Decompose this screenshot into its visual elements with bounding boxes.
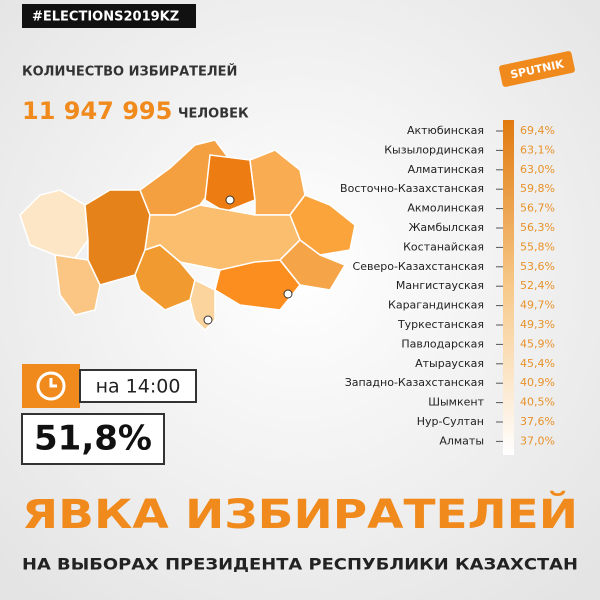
region-name: Костанайская	[403, 240, 484, 253]
clock-icon	[36, 371, 66, 401]
region-value: 45,9%	[520, 337, 555, 350]
color-scale	[503, 120, 514, 455]
region-value: 49,3%	[520, 318, 555, 331]
subheadline: НА ВЫБОРАХ ПРЕЗИДЕНТА РЕСПУБЛИКИ КАЗАХСТ…	[22, 555, 578, 574]
voters-count: 11 947 995	[22, 97, 172, 125]
region-name: Шымкент	[428, 396, 484, 409]
turnout-box	[21, 413, 165, 465]
region-name: Карагандинская	[388, 299, 484, 312]
headline: ЯВКА ИЗБИРАТЕЛЕЙ	[22, 490, 578, 538]
map	[19, 139, 356, 332]
region-name: Алматинская	[408, 163, 484, 176]
region-value: 49,7%	[520, 299, 555, 312]
region-value: 63,0%	[520, 163, 555, 176]
region-name: Атырауская	[415, 357, 484, 370]
region-name: Жамбылская	[409, 221, 484, 234]
region-name: Северо-Казахстанская	[353, 260, 484, 273]
region-value: 56,7%	[520, 202, 555, 215]
region-value: 55,8%	[520, 240, 555, 253]
region-name: Туркестанская	[397, 318, 484, 331]
voters-unit: ЧЕЛОВЕК	[178, 107, 249, 122]
turnout-value: 51,8%	[34, 419, 152, 459]
region-name: Кызылординская	[384, 143, 484, 156]
city-markers	[203, 195, 293, 325]
time-box	[79, 369, 197, 403]
region-name: Западно-Казахстанская	[345, 376, 484, 389]
region-name: Алматы	[439, 434, 484, 447]
region-name: Акмолинская	[407, 202, 484, 215]
region-name: Нур-Султан	[417, 415, 484, 428]
tag-box	[22, 4, 196, 28]
time: на 14:00	[96, 376, 181, 398]
region-value: 53,6%	[520, 260, 555, 273]
logo-box	[499, 51, 575, 87]
clock-hands	[49, 378, 57, 388]
region-name: Актюбинская	[407, 124, 484, 137]
voters-label: КОЛИЧЕСТВО ИЗБИРАТЕЛЕЙ	[22, 64, 237, 80]
region-value: 40,5%	[520, 396, 555, 409]
region-value: 56,3%	[520, 221, 555, 234]
region-value: 45,4%	[520, 357, 555, 370]
region-value: 63,1%	[520, 143, 555, 156]
region-value: 40,9%	[520, 376, 555, 389]
region-value: 37,6%	[520, 415, 555, 428]
region-name: Восточно-Казахстанская	[340, 182, 484, 195]
hashtag: #ELECTIONS2019KZ	[32, 10, 179, 25]
region-value: 37,0%	[520, 434, 555, 447]
region-name: Мангистауская	[396, 279, 484, 292]
region-value: 59,8%	[520, 182, 555, 195]
region-value: 69,4%	[520, 124, 555, 137]
region-value: 52,4%	[520, 279, 555, 292]
region-name: Павлодарская	[401, 337, 484, 350]
